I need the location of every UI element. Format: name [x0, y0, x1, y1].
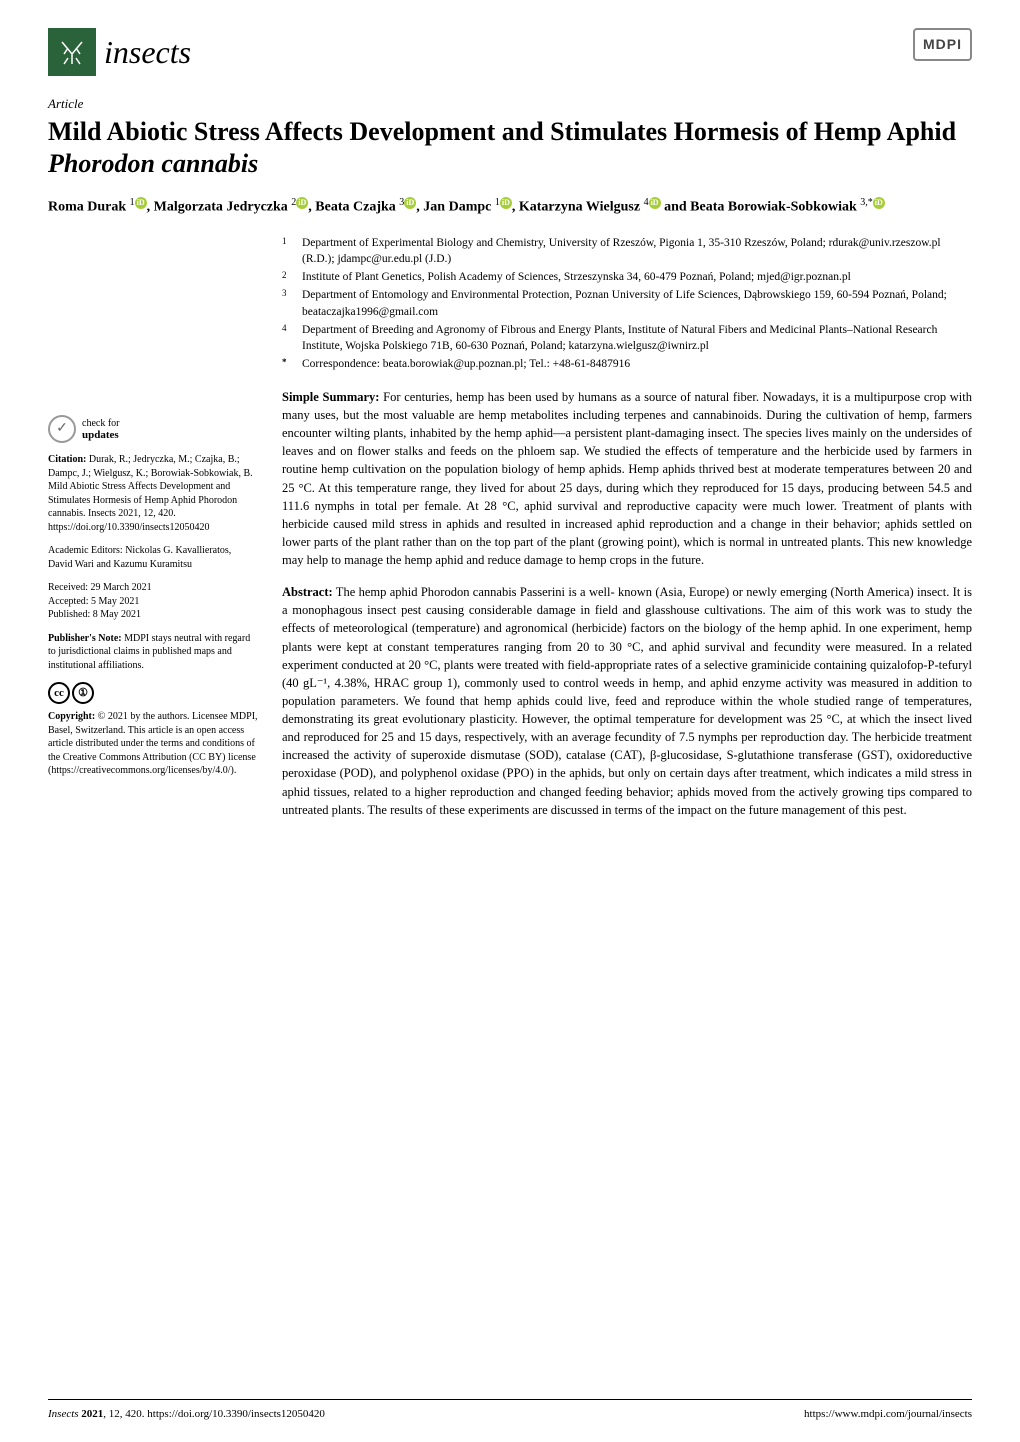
abstract-label: Abstract:	[282, 585, 333, 599]
citation-block: Citation: Durak, R.; Jedryczka, M.; Czaj…	[48, 453, 258, 534]
main-column: 1Department of Experimental Biology and …	[282, 235, 972, 833]
orcid-icon: iD	[404, 197, 416, 209]
affiliation-4: Department of Breeding and Agronomy of F…	[302, 322, 972, 354]
abstract: Abstract: The hemp aphid Phorodon cannab…	[282, 583, 972, 819]
article-content: Article Mild Abiotic Stress Affects Deve…	[0, 94, 1020, 833]
page-footer: Insects 2021, 12, 420. https://doi.org/1…	[48, 1399, 972, 1423]
author: Katarzyna Wielgusz	[519, 199, 640, 214]
copyright-label: Copyright:	[48, 711, 95, 722]
editors-label: Academic Editors:	[48, 545, 125, 556]
pubnote-label: Publisher's Note:	[48, 633, 122, 644]
simple-summary: Simple Summary: For centuries, hemp has …	[282, 388, 972, 569]
author-and: and	[664, 199, 690, 214]
received-date: Received: 29 March 2021	[48, 581, 258, 595]
citation-label: Citation:	[48, 454, 86, 465]
insect-logo-icon	[48, 28, 96, 76]
mosquito-icon	[54, 34, 90, 70]
cc-icon: cc	[48, 682, 70, 704]
title-text: Mild Abiotic Stress Affects Development …	[48, 117, 956, 146]
orcid-icon: iD	[135, 197, 147, 209]
publisher-note-block: Publisher's Note: MDPI stays neutral wit…	[48, 632, 258, 673]
journal-logo: insects	[48, 28, 191, 76]
affiliation-1: Department of Experimental Biology and C…	[302, 235, 972, 267]
orcid-icon: iD	[500, 197, 512, 209]
sidebar: ✓ check for updates Citation: Durak, R.;…	[48, 235, 258, 833]
summary-label: Simple Summary:	[282, 390, 379, 404]
author: Roma Durak	[48, 199, 126, 214]
correspondence: Correspondence: beata.borowiak@up.poznan…	[302, 356, 972, 372]
publisher-logo: MDPI	[913, 28, 972, 61]
by-icon: ①	[72, 682, 94, 704]
check-updates-text: check for updates	[82, 418, 119, 441]
author: Malgorzata Jedryczka	[154, 199, 288, 214]
title-species: Phorodon cannabis	[48, 149, 258, 178]
affiliation-3: Department of Entomology and Environment…	[302, 287, 972, 319]
check-updates-icon: ✓	[48, 415, 76, 443]
cc-by-icon: cc ①	[48, 682, 94, 704]
license-block: cc ① Copyright: © 2021 by the authors. L…	[48, 682, 258, 778]
journal-name: insects	[104, 28, 191, 76]
affiliations: 1Department of Experimental Biology and …	[282, 235, 972, 372]
summary-text: For centuries, hemp has been used by hum…	[282, 390, 972, 567]
orcid-icon: iD	[873, 197, 885, 209]
abstract-text: The hemp aphid Phorodon cannabis Passeri…	[282, 585, 972, 817]
affiliation-2: Institute of Plant Genetics, Polish Acad…	[302, 269, 972, 285]
author: Jan Dampc	[423, 199, 491, 214]
orcid-icon: iD	[296, 197, 308, 209]
editors-block: Academic Editors: Nickolas G. Kavalliera…	[48, 544, 258, 571]
article-type: Article	[48, 94, 972, 114]
dates-block: Received: 29 March 2021 Accepted: 5 May …	[48, 581, 258, 622]
page-header: insects MDPI	[0, 0, 1020, 86]
check-updates-badge[interactable]: ✓ check for updates	[48, 415, 258, 443]
authors-line: Roma Durak 1iD, Malgorzata Jedryczka 2iD…	[48, 195, 972, 218]
author: Beata Borowiak-Sobkowiak	[690, 199, 857, 214]
author: Beata Czajka	[315, 199, 396, 214]
footer-url[interactable]: https://www.mdpi.com/journal/insects	[804, 1406, 972, 1423]
two-column-layout: ✓ check for updates Citation: Durak, R.;…	[48, 235, 972, 833]
accepted-date: Accepted: 5 May 2021	[48, 595, 258, 609]
article-title: Mild Abiotic Stress Affects Development …	[48, 116, 972, 181]
orcid-icon: iD	[649, 197, 661, 209]
citation-text: Durak, R.; Jedryczka, M.; Czajka, B.; Da…	[48, 454, 253, 533]
footer-citation: Insects 2021, 12, 420. https://doi.org/1…	[48, 1406, 325, 1423]
published-date: Published: 8 May 2021	[48, 608, 258, 622]
